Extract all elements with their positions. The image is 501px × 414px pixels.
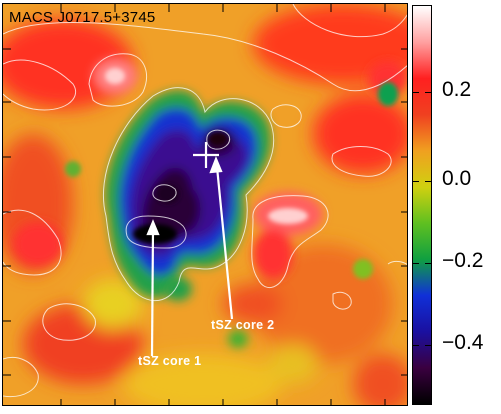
annotation-core-1: tSZ core 1 (138, 354, 202, 368)
cluster-center-marker (193, 142, 219, 168)
sz-map-image (3, 4, 407, 405)
colorbar-tick (412, 181, 419, 182)
annotation-core-2: tSZ core 2 (211, 318, 275, 332)
colorbar-tick (425, 263, 432, 264)
colorbar-tick (425, 345, 432, 346)
map-title: MACS J0717.5+3745 (9, 9, 156, 26)
colorbar (412, 5, 432, 405)
annotation-arrows (146, 156, 234, 357)
colorbar-tick (412, 92, 419, 93)
contour-lines (3, 4, 407, 398)
colorbar-label-2: −0.2 (442, 249, 484, 272)
colorbar-tick (412, 345, 419, 346)
colorbar-label-3: −0.4 (442, 331, 484, 354)
colorbar-label-1: 0.0 (442, 167, 472, 190)
colorbar-tick (425, 92, 432, 93)
colorbar-tick (412, 263, 419, 264)
axis-ticks (3, 4, 407, 405)
sz-map-panel: MACS J0717.5+3745 tSZ core 1 tSZ core 2 (2, 3, 408, 406)
colorbar-tick (425, 181, 432, 182)
colorbar-label-0: 0.2 (442, 78, 472, 101)
